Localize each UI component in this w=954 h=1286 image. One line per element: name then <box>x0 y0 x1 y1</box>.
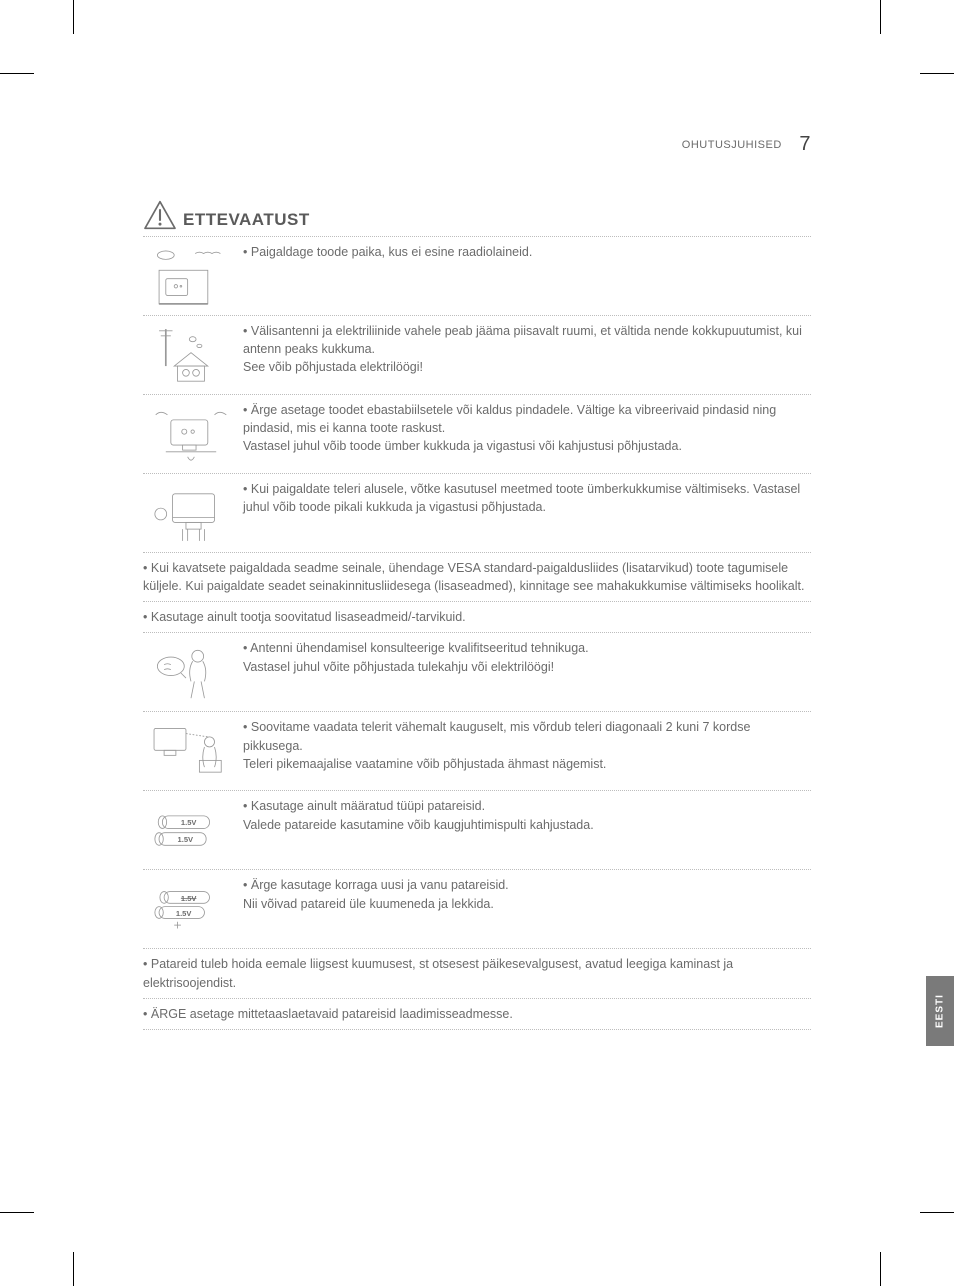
caution-text: Soovitame vaadata telerit vähemalt kaugu… <box>239 718 811 784</box>
section-heading: ETTEVAATUST <box>143 200 811 230</box>
caution-row: Välisantenni ja elektriliinide vahele pe… <box>143 315 811 394</box>
caution-row: Paigaldage toode paika, kus ei esine raa… <box>143 236 811 315</box>
illustration-antenna <box>143 322 239 388</box>
caution-text: Antenni ühendamisel konsulteerige kvalif… <box>239 639 811 705</box>
caution-text: Paigaldage toode paika, kus ei esine raa… <box>239 243 811 309</box>
illustration-batteries-mixed: 1.5V 1.5V <box>143 876 239 942</box>
caution-row: Ärge asetage toodet ebastabiilsetele või… <box>143 394 811 473</box>
caution-row: Kui paigaldate teleri alusele, võtke kas… <box>143 473 811 552</box>
caution-row: 1.5V 1.5V Kasutage ainult määratud tüüpi… <box>143 790 811 869</box>
illustration-unstable-surface <box>143 401 239 467</box>
illustration-tv-stand <box>143 480 239 546</box>
caution-row: Antenni ühendamisel konsulteerige kvalif… <box>143 632 811 711</box>
section-name: OHUTUSJUHISED <box>682 139 782 151</box>
page-content: OHUTUSJUHISED 7 ETTEVAATUST Paigaldage t… <box>73 73 881 1213</box>
caution-text: Kui paigaldate teleri alusele, võtke kas… <box>239 480 811 546</box>
caution-text: Ärge asetage toodet ebastabiilsetele või… <box>239 401 811 467</box>
svg-text:1.5V: 1.5V <box>181 818 197 827</box>
caution-text: Kasutage ainult määratud tüüpi patareisi… <box>239 797 811 863</box>
illustration-viewing-distance <box>143 718 239 784</box>
svg-text:1.5V: 1.5V <box>178 835 194 844</box>
illustration-batteries: 1.5V 1.5V <box>143 797 239 863</box>
caution-row-full: ÄRGE asetage mittetaaslaetavaid patareis… <box>143 998 811 1030</box>
page-number: 7 <box>799 133 811 155</box>
illustration-technician <box>143 639 239 705</box>
caution-row: 1.5V 1.5V Ärge kasutage korraga uusi ja … <box>143 869 811 948</box>
caution-row: Soovitame vaadata telerit vähemalt kaugu… <box>143 711 811 790</box>
section-title: ETTEVAATUST <box>183 210 310 230</box>
illustration-radio-waves <box>143 243 239 309</box>
language-tab: EESTI <box>926 976 954 1046</box>
caution-row-full: Patareid tuleb hoida eemale liigsest kuu… <box>143 948 811 997</box>
caution-text: Ärge kasutage korraga uusi ja vanu patar… <box>239 876 811 942</box>
caution-row-full: Kui kavatsete paigaldada seadme seinale,… <box>143 552 811 601</box>
caution-row-full: Kasutage ainult tootja soovitatud lisase… <box>143 601 811 632</box>
svg-text:1.5V: 1.5V <box>181 894 197 903</box>
caution-text: Välisantenni ja elektriliinide vahele pe… <box>239 322 811 388</box>
svg-text:1.5V: 1.5V <box>176 909 192 918</box>
page-header: OHUTUSJUHISED 7 <box>143 133 811 156</box>
caution-icon <box>143 200 177 230</box>
